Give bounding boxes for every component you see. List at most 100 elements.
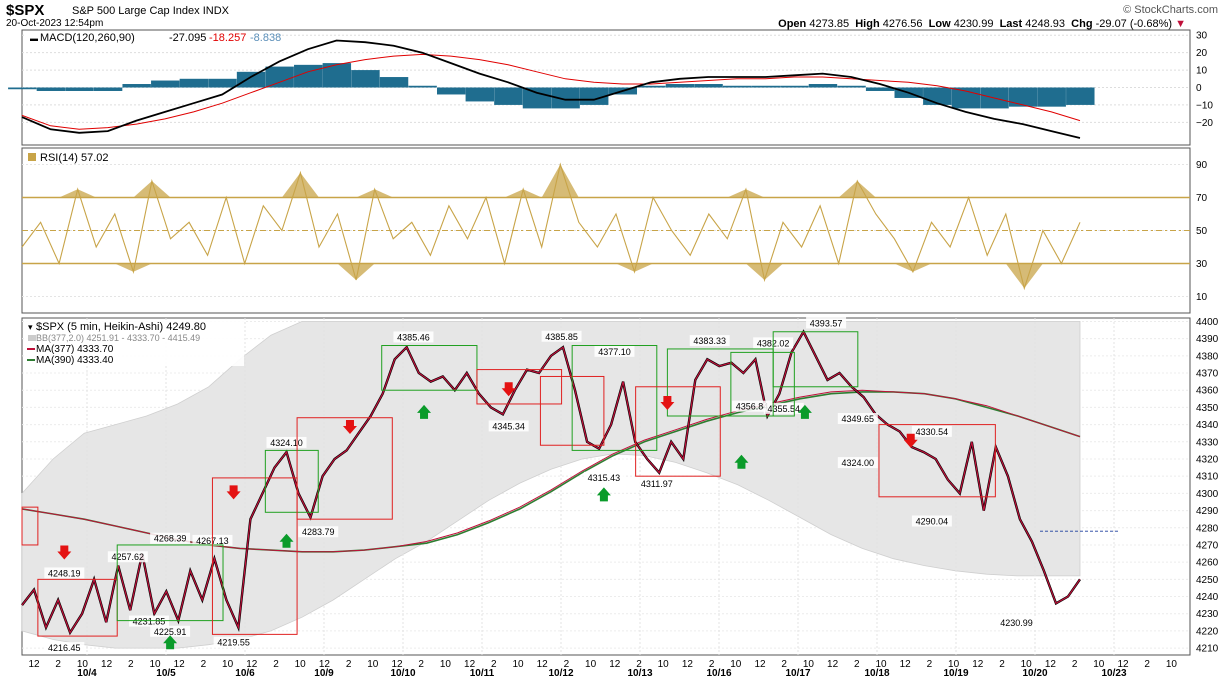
macd-legend-value: -27.095 — [169, 32, 206, 44]
x-tick-label: 10 — [367, 659, 379, 670]
price-annotation: 4355.54 — [767, 404, 800, 414]
x-tick-label: 12 — [754, 659, 766, 670]
open-label: Open — [778, 18, 807, 30]
price-annotation: 4385.85 — [545, 332, 578, 342]
macd-legend-hist: -8.838 — [250, 32, 281, 44]
sell-arrow-icon — [660, 395, 675, 410]
x-tick-label: 10 — [803, 659, 815, 670]
x-date-label: 10/20 — [1022, 668, 1047, 676]
x-tick-label: 12 — [1045, 659, 1057, 670]
x-tick-label: 12 — [464, 659, 476, 670]
rsi-line — [21, 162, 1081, 291]
price-annotation: 4345.34 — [492, 421, 525, 431]
rsi-oversold-fill — [22, 263, 1080, 289]
x-tick-label: 12 — [827, 659, 839, 670]
rsi-legend-label: RSI(14) 57.02 — [40, 152, 108, 164]
macd-histogram-bar — [1037, 87, 1066, 107]
price-y-tick: 4300 — [1196, 489, 1219, 500]
signal-box — [772, 331, 859, 388]
x-tick-label: 12 — [174, 659, 186, 670]
x-tick-label: 2 — [346, 659, 352, 670]
x-tick-label: 2 — [564, 659, 570, 670]
x-tick-label: 2 — [1144, 659, 1150, 670]
high-value: 4276.56 — [882, 18, 923, 30]
price-y-tick: 4260 — [1196, 558, 1219, 569]
price-y-tick: 4390 — [1196, 334, 1219, 345]
price-y-tick: 4230 — [1196, 609, 1219, 620]
x-tick-label: 2 — [491, 659, 497, 670]
price-annotation: 4231.85 — [133, 617, 166, 627]
rsi-y-tick: 10 — [1196, 292, 1208, 303]
signal-box — [381, 345, 478, 391]
signal-box — [21, 506, 39, 546]
x-date-label: 10/11 — [470, 668, 495, 676]
x-date-label: 10/17 — [785, 668, 810, 676]
x-tick-label: 10 — [1021, 659, 1033, 670]
price-legend-main: $SPX (5 min, Heikin-Ashi) 4249.80 — [36, 321, 206, 333]
price-annotation: 4315.43 — [588, 473, 621, 483]
x-tick-label: 10 — [149, 659, 161, 670]
x-tick-label: 12 — [28, 659, 40, 670]
x-tick-label: 2 — [418, 659, 424, 670]
x-tick-label: 12 — [900, 659, 912, 670]
price-y-tick: 4220 — [1196, 626, 1219, 637]
macd-histogram-bar — [236, 71, 266, 88]
macd-histogram-bar — [665, 84, 695, 88]
price-annotation-bg — [583, 471, 624, 483]
price-annotation-bg — [266, 436, 307, 448]
price-y-tick: 4330 — [1196, 437, 1219, 448]
x-tick-label: 2 — [273, 659, 279, 670]
macd-histogram-bar — [637, 85, 666, 88]
signal-box — [296, 417, 393, 520]
low-label: Low — [928, 18, 951, 30]
sell-arrow-icon — [903, 433, 918, 448]
buy-arrow-icon — [163, 635, 178, 650]
rsi-overbought-fill — [22, 164, 1080, 198]
x-tick-label: 2 — [781, 659, 787, 670]
price-annotation: 4311.97 — [641, 479, 673, 489]
macd-histogram-bar — [551, 87, 580, 109]
price-annotation: 4349.65 — [842, 414, 875, 424]
macd-histogram-bar — [923, 87, 952, 105]
price-annotation: 4225.91 — [154, 627, 187, 637]
price-annotation-bg — [213, 636, 254, 648]
buy-arrow-icon — [417, 404, 432, 419]
x-tick-label: 12 — [391, 659, 403, 670]
rsi-y-tick: 90 — [1196, 160, 1208, 171]
x-tick-label: 2 — [854, 659, 860, 670]
macd-histogram-bar — [436, 87, 466, 95]
x-tick-label: 12 — [609, 659, 621, 670]
source-credit[interactable]: © StockCharts.com — [1123, 4, 1218, 16]
signal-box — [476, 369, 563, 405]
x-tick-label: 12 — [537, 659, 549, 670]
macd-histogram-bar — [122, 84, 151, 88]
x-tick-label: 2 — [1072, 659, 1078, 670]
signal-box — [571, 345, 658, 451]
macd-legend-bg — [24, 31, 274, 44]
signal-arrows — [57, 382, 918, 650]
macd-histogram-bar — [751, 85, 780, 88]
chg-value: -29.07 (-0.68%) — [1095, 18, 1173, 30]
open-value: 4273.85 — [809, 18, 850, 30]
price-annotation: 4248.19 — [48, 568, 81, 578]
x-date-label: 10/12 — [548, 668, 573, 676]
price-y-tick: 4400 — [1196, 317, 1219, 328]
x-date-label: 10/5 — [156, 668, 176, 676]
price-annotation: 4219.55 — [217, 638, 250, 648]
macd-y-tick: 0 — [1196, 83, 1202, 94]
x-tick-label: 12 — [1117, 659, 1129, 670]
price-annotation-bg — [636, 477, 677, 489]
x-tick-label: 10 — [295, 659, 307, 670]
macd-histogram-bar — [1066, 87, 1095, 105]
x-tick-label: 2 — [636, 659, 642, 670]
macd-legend-label: MACD(120,260,90) — [40, 32, 135, 44]
price-annotation: 4324.10 — [270, 438, 303, 448]
price-annotation-bg — [393, 331, 434, 343]
macd-histogram-bar — [408, 85, 437, 88]
sell-arrow-icon — [226, 485, 241, 500]
bb-legend-label: BB(377,2.0) 4251.91 - 4333.70 - 4415.49 — [36, 333, 200, 343]
index-full-name: S&P 500 Large Cap Index — [72, 5, 200, 17]
price-annotation-bg — [996, 617, 1037, 629]
x-tick-label: 10 — [1166, 659, 1178, 670]
